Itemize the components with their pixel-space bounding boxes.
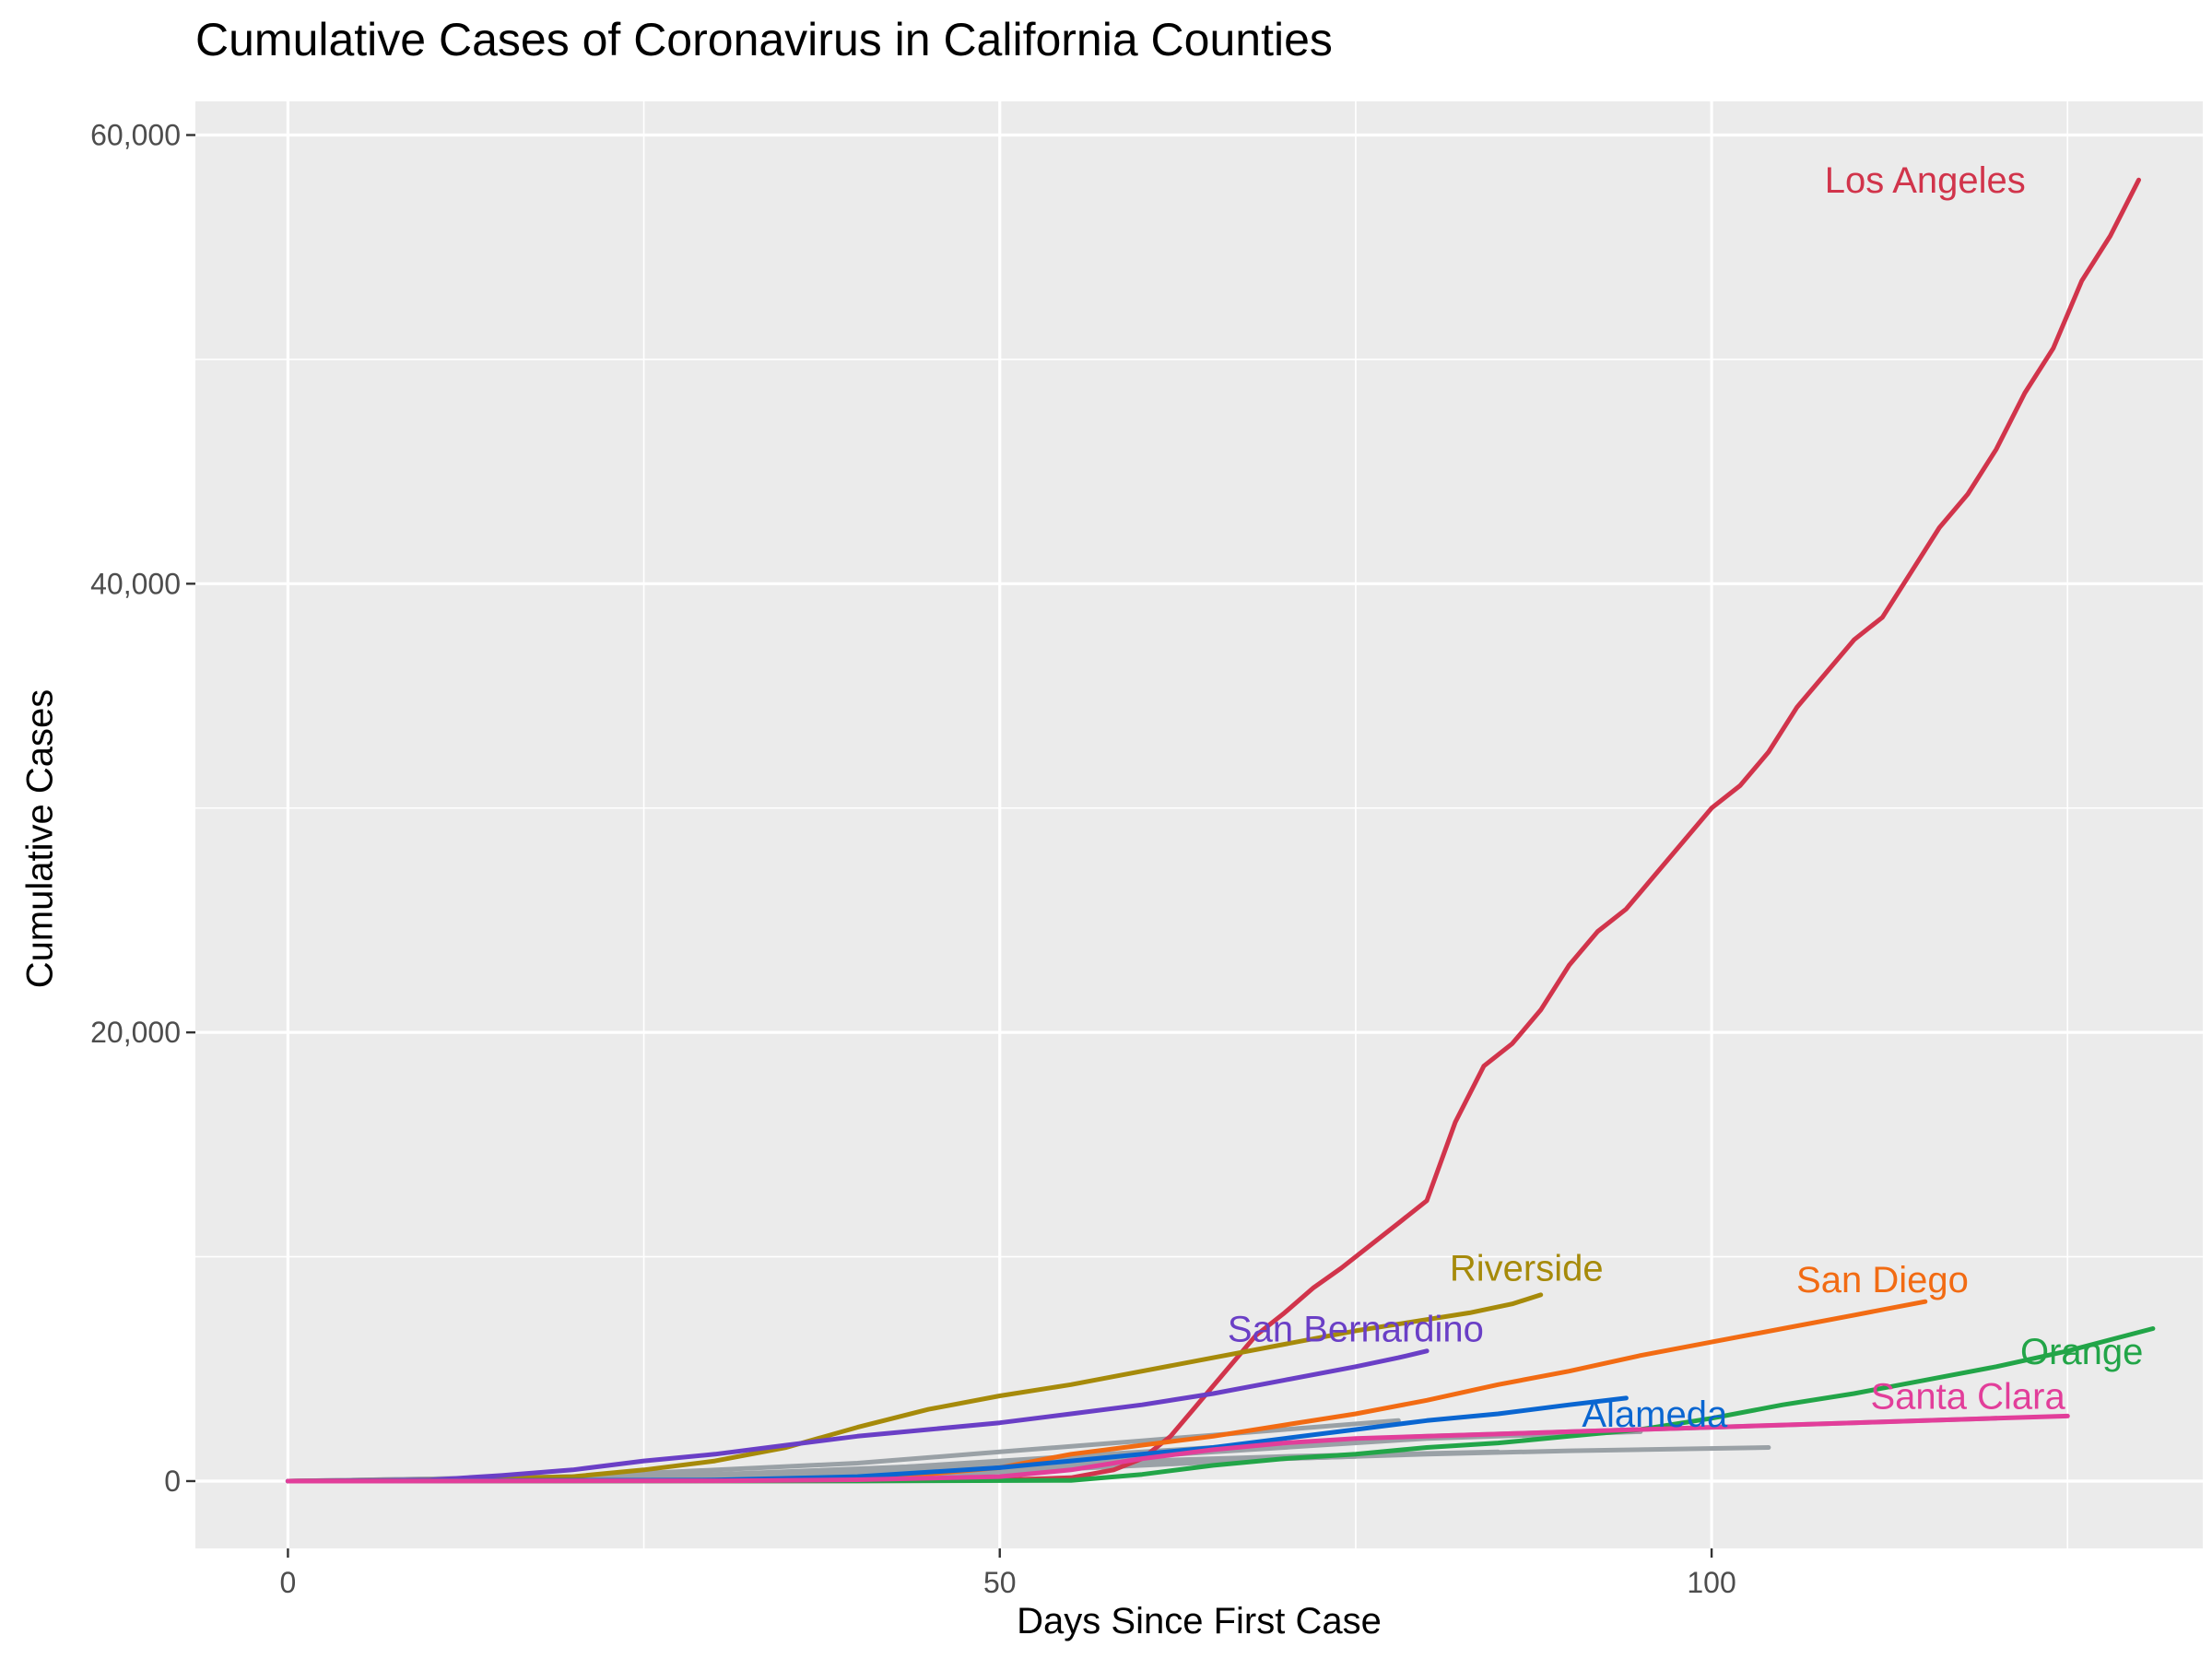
series-labels: Los Angeles Riverside San Bernardino San Di… — [1228, 160, 2143, 1435]
series-label-san-diego: San Diego — [1796, 1260, 1969, 1300]
series-label-santa-clara: Santa Clara — [1871, 1376, 2066, 1417]
minor-grid — [195, 101, 2203, 1548]
y-tick-label: 60,000 — [90, 119, 181, 152]
series-line-santa-clara — [285, 1413, 2070, 1484]
series-label-alameda: Alameda — [1582, 1394, 1728, 1435]
series-line-los-angeles — [285, 177, 2141, 1484]
series-label-san-bernardino: San Bernardino — [1228, 1309, 1484, 1349]
y-axis-label: Cumulative Cases — [19, 688, 61, 989]
x-tick-label: 0 — [280, 1566, 297, 1599]
panel-background — [195, 101, 2203, 1548]
series-line-orange — [285, 1326, 2156, 1484]
y-tick-label: 40,000 — [90, 567, 181, 600]
y-tick-label: 0 — [164, 1465, 181, 1498]
major-grid — [195, 101, 2203, 1548]
y-tick-label: 20,000 — [90, 1016, 181, 1049]
series-label-riverside: Riverside — [1450, 1249, 1604, 1289]
chart-title: Cumulative Cases of Coronavirus in Calif… — [195, 14, 1333, 65]
x-axis-label: Days Since First Case — [1017, 1601, 1382, 1641]
x-tick-label: 50 — [983, 1566, 1017, 1599]
axes: 0 50 100 0 20,000 40,000 60,000 — [90, 119, 1736, 1599]
series-line-riverside — [285, 1292, 1544, 1484]
series-label-los-angeles: Los Angeles — [1825, 160, 2026, 201]
x-tick-label: 100 — [1687, 1566, 1735, 1599]
series-lines — [285, 177, 2156, 1484]
series-line-san-bernardino — [285, 1348, 1430, 1484]
series-label-orange: Orange — [2020, 1332, 2143, 1372]
